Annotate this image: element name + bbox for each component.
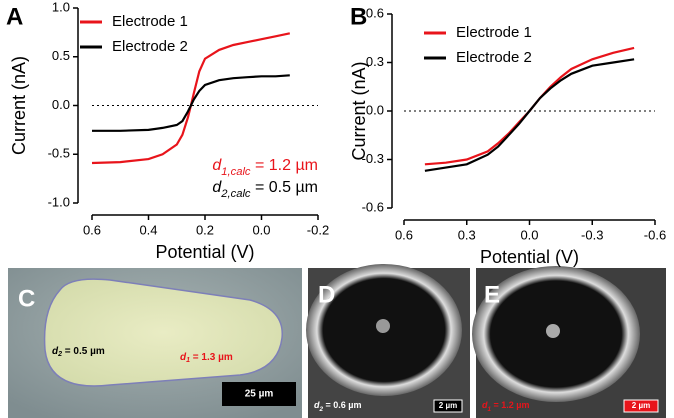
annotation: d2 = 0.5 µm — [52, 346, 105, 359]
panel-letter: E — [484, 281, 500, 308]
annotation-subscript: 2 — [57, 351, 62, 358]
scale-bar-label: 2 µm — [632, 401, 650, 410]
series-line — [424, 58, 635, 172]
legend-label: Electrode 2 — [456, 49, 532, 66]
y-axis-title: Current (nA) — [9, 56, 29, 155]
annotation: d1,calc = 1.2 µm — [212, 157, 318, 178]
micrograph-e — [472, 266, 666, 418]
y-axis-title: Current (nA) — [349, 61, 369, 160]
series-line — [91, 32, 291, 165]
y-tick-label: -1.0 — [48, 194, 70, 209]
annotation-symbol: d — [482, 400, 488, 410]
x-tick-label: 0.6 — [395, 227, 413, 242]
annotation-text: = 1.2 µm — [251, 157, 318, 174]
micrograph-c — [8, 268, 302, 418]
annotation: d1 = 1.2 µm — [482, 400, 529, 413]
annotation-text: = 0.6 µm — [323, 400, 361, 410]
y-tick-label: -0.6 — [362, 199, 384, 214]
annotation-symbol: d — [212, 179, 222, 196]
legend-label: Electrode 2 — [112, 38, 188, 55]
annotation-text: = 1.2 µm — [491, 400, 529, 410]
y-tick-label: 0.0 — [52, 97, 70, 112]
annotation-text: = 0.5 µm — [62, 346, 105, 357]
annotation-symbol: d — [314, 400, 320, 410]
annotation-symbol: d — [212, 157, 222, 174]
annotation-subscript: 2 — [319, 406, 324, 413]
panel-letter: A — [6, 3, 23, 30]
panel-letter: D — [318, 281, 335, 308]
y-tick-label: 0.0 — [366, 102, 384, 117]
annotation-subscript: 1 — [488, 406, 492, 413]
annotation-text: = 1.3 µm — [190, 352, 233, 363]
panel-letter: B — [350, 3, 367, 30]
panel-letter: C — [18, 285, 35, 312]
annotation-symbol: d — [180, 352, 187, 363]
y-tick-label: -0.5 — [48, 146, 70, 161]
micrograph-d — [306, 264, 470, 418]
annotation: d2 = 0.6 µm — [314, 400, 361, 413]
y-tick-label: -0.3 — [362, 151, 384, 166]
annotation: d1 = 1.3 µm — [180, 352, 233, 365]
annotation-symbol: d — [52, 346, 59, 357]
y-tick-label: 0.6 — [366, 5, 384, 20]
annotation-subscript: 1,calc — [221, 166, 251, 178]
x-tick-label: 0.3 — [458, 227, 476, 242]
y-tick-label: 0.3 — [366, 54, 384, 69]
y-tick-label: 0.5 — [52, 48, 70, 63]
x-axis-title: Potential (V) — [155, 242, 254, 262]
x-tick-label: -0.6 — [644, 227, 666, 242]
annotation-text: = 0.5 µm — [251, 179, 318, 196]
legend-label: Electrode 1 — [112, 13, 188, 30]
y-tick-label: 1.0 — [52, 0, 70, 14]
annotation-subscript: 1 — [186, 357, 190, 364]
annotation-subscript: 2,calc — [220, 188, 251, 200]
x-tick-label: 0.2 — [196, 222, 214, 237]
legend-label: Electrode 1 — [456, 24, 532, 41]
x-tick-label: -0.2 — [307, 222, 329, 237]
x-tick-label: 0.4 — [139, 222, 157, 237]
x-axis-title: Potential (V) — [480, 247, 579, 267]
scale-bar-label: 2 µm — [439, 401, 457, 410]
x-tick-label: 0.0 — [252, 222, 270, 237]
x-tick-label: -0.3 — [581, 227, 603, 242]
x-tick-label: 0.0 — [520, 227, 538, 242]
x-tick-label: 0.6 — [83, 222, 101, 237]
series-line — [92, 74, 290, 132]
scale-bar-label: 25 µm — [245, 389, 274, 400]
annotation: d2,calc = 0.5 µm — [212, 179, 318, 200]
